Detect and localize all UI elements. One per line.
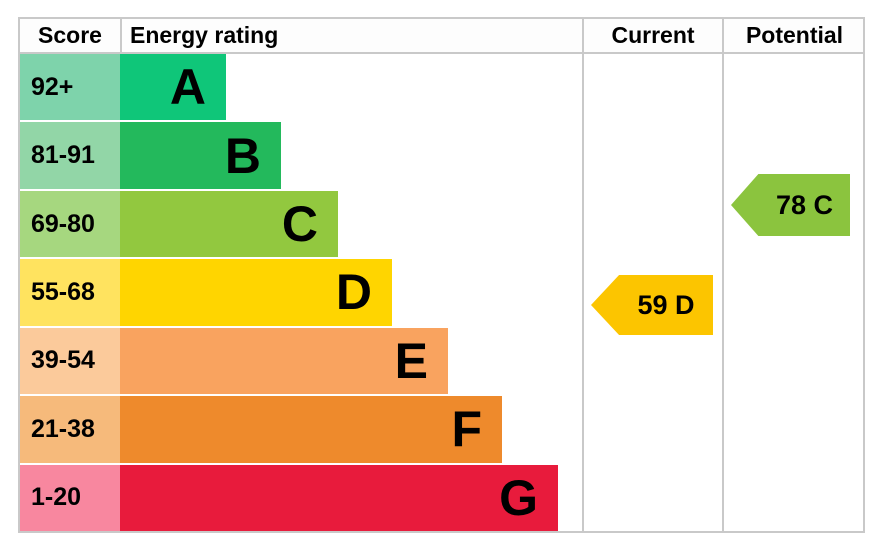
rating-letter-f: F <box>451 401 482 458</box>
score-range-d: 55-68 <box>20 259 120 326</box>
table-header: Score Energy rating Current Potential <box>20 19 863 54</box>
rating-bar-b: B <box>120 122 281 189</box>
rating-letter-b: B <box>224 127 261 184</box>
band-row-g: 1-20 G <box>20 464 580 531</box>
score-range-f: 21-38 <box>20 396 120 463</box>
header-energy-rating: Energy rating <box>130 22 279 48</box>
score-range-g: 1-20 <box>20 464 120 531</box>
rating-letter-a: A <box>169 59 206 116</box>
band-row-c: 69-80 C <box>20 190 580 260</box>
potential-rating-arrow: 78 C <box>731 174 850 236</box>
band-row-b: 81-91 B <box>20 122 580 191</box>
rating-letter-d: D <box>335 264 372 321</box>
score-range-b: 81-91 <box>20 122 120 189</box>
rating-bands: 92+ A 81-91 B 69-80 C 55-68 D 39-54 E 21… <box>20 54 580 531</box>
current-rating-label: 59 D <box>637 289 695 320</box>
rating-letter-g: G <box>499 469 538 526</box>
rating-bar-d: D <box>120 259 392 326</box>
band-row-a: 92+ A <box>20 54 580 123</box>
epc-table: Score Energy rating Current Potential 92… <box>18 17 865 533</box>
current-column-line <box>582 19 584 531</box>
score-range-a: 92+ <box>20 54 120 121</box>
potential-column-line <box>722 19 724 531</box>
header-divider <box>120 19 122 52</box>
header-potential: Potential <box>745 22 844 48</box>
score-range-c: 69-80 <box>20 190 120 258</box>
header-score: Score <box>38 22 102 48</box>
rating-letter-e: E <box>394 332 428 389</box>
rating-bar-a: A <box>120 54 226 121</box>
score-range-e: 39-54 <box>20 327 120 395</box>
current-rating-arrow: 59 D <box>591 275 713 335</box>
band-row-e: 39-54 E <box>20 327 580 397</box>
rating-letter-c: C <box>281 196 318 253</box>
rating-bar-e: E <box>120 327 448 395</box>
potential-rating-label: 78 C <box>775 189 834 220</box>
rating-bar-g: G <box>120 464 558 531</box>
band-row-f: 21-38 F <box>20 396 580 465</box>
rating-bar-c: C <box>120 190 338 258</box>
band-row-d: 55-68 D <box>20 259 580 328</box>
header-current: Current <box>611 22 695 48</box>
rating-bar-f: F <box>120 396 502 463</box>
